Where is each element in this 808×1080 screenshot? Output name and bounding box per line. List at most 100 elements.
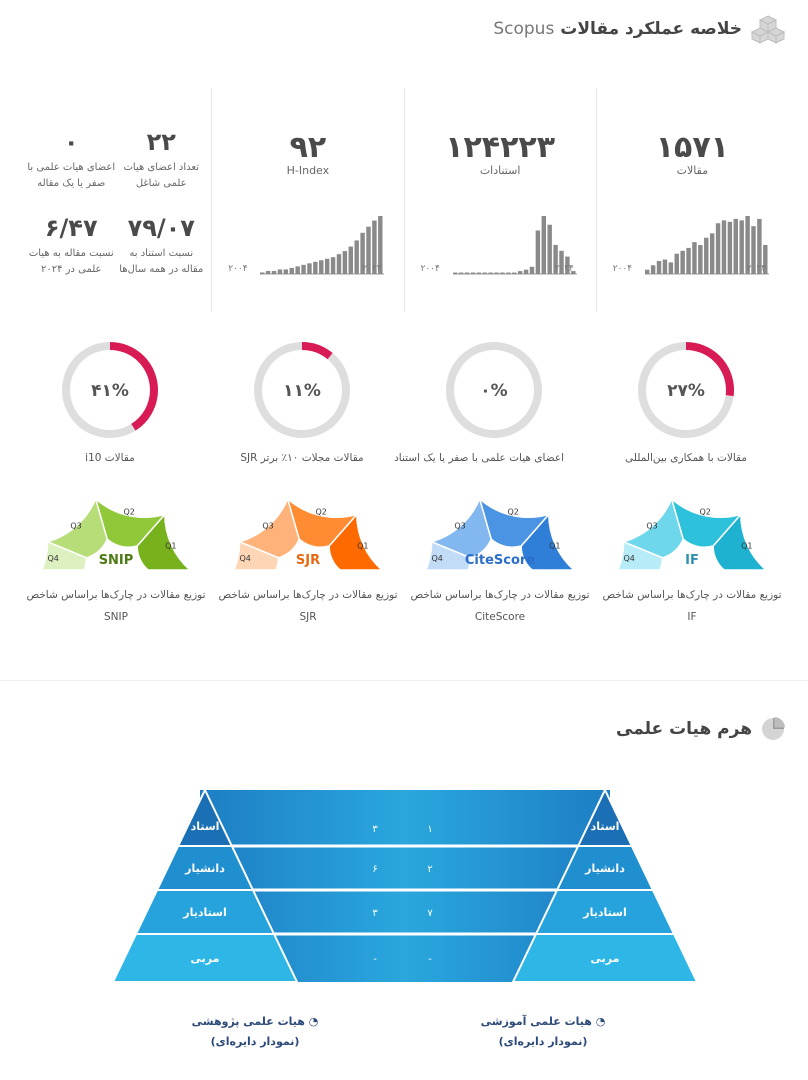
- citation-ratio-value: ۷۹/۰۷: [127, 214, 195, 242]
- mini-chart-bar: [733, 218, 738, 274]
- mini-chart-bar: [337, 254, 342, 274]
- quartile-caption-line1: توزیع مقالات در چارک‌ها براساس شاخص IF: [602, 589, 782, 623]
- gauge-value: ۰%: [480, 381, 507, 401]
- gauge-label: مقالات با همکاری بین‌المللی: [624, 452, 747, 464]
- pyramid-rank-label: مربی: [591, 952, 620, 965]
- quartile-caption-line1: توزیع مقالات در چارک‌ها براساس شاخص: [218, 589, 398, 601]
- gauge-ring: ۲۷%: [638, 342, 734, 438]
- gauge-label: اعضای هیات علمی با صفر یا یک استناد: [394, 452, 564, 464]
- stat-faculty: ۲۲ تعداد اعضای هیات علمی شاغل ۰ اعضای هی…: [20, 88, 211, 312]
- mini-chart-bar: [482, 272, 487, 274]
- quartile-label-q3: Q3: [454, 521, 465, 530]
- mini-chart-bar: [289, 267, 295, 274]
- quartile-donut: Q1 Q2 Q3 Q4 CiteScore: [425, 496, 575, 571]
- mini-chart-bar: [727, 221, 732, 274]
- article-ratio-value: ۶/۴۷: [44, 214, 98, 242]
- stat-citations: ۱۲۴۲۲۳ استنادات ۲۰۰۴ ۲۰۲۴: [403, 88, 596, 312]
- mini-chart-bar: [470, 272, 475, 274]
- stat-articles: ۱۵۷۱ مقالات ۲۰۰۴ ۲۰۲۴: [595, 88, 788, 312]
- quartile-segment-q4: [41, 540, 88, 571]
- scopus-section-title: خلاصه عملکرد مقالات Scopus: [493, 14, 786, 44]
- quartile-caption-line2: CiteScore: [474, 611, 526, 623]
- gauge-0: ۲۷% مقالات با همکاری بین‌المللی: [616, 338, 756, 464]
- mini-chart-bar: [487, 272, 493, 274]
- mini-chart-bar: [745, 216, 750, 274]
- quartile-segment-q4: [233, 540, 280, 571]
- section-divider: [0, 680, 808, 681]
- mini-chart-bar: [272, 270, 277, 274]
- faculty-members-value: ۲۲: [146, 128, 176, 156]
- mini-chart-bar: [458, 272, 463, 274]
- pyramid-bar-background: [200, 790, 610, 994]
- article-ratio: ۶/۴۷ نسبت مقاله به هیات علمی در ۲۰۲۴: [27, 214, 115, 278]
- mini-chart-bar: [535, 230, 540, 274]
- pyramid-teaching-value: ۷: [427, 908, 433, 919]
- gauge-1: ۰% اعضای هیات علمی با صفر یا یک استناد: [394, 338, 564, 464]
- quartile-label-q4: Q4: [431, 554, 442, 563]
- citations-value: ۱۲۴۲۲۳: [445, 130, 556, 165]
- quartile-label-q2: Q2: [315, 507, 326, 516]
- mini-chart-bar: [325, 258, 330, 274]
- quartile-index-name: SJR: [296, 553, 320, 568]
- articles-label: مقالات: [676, 164, 709, 177]
- mini-chart-bar: [546, 224, 552, 274]
- quartile-caption-line2: SJR: [299, 611, 317, 623]
- legend-research-icon: ◔: [308, 1015, 319, 1028]
- quartile-caption-line1: توزیع مقالات در چارک‌ها براساس شاخص: [26, 589, 206, 601]
- gauge-value: ۲۷%: [667, 381, 705, 401]
- pyramid-left: استاد دانشیار استادیار مربی: [111, 787, 299, 983]
- gauge-label: مقالات i10: [85, 452, 135, 464]
- article-ratio-label: نسبت مقاله به هیات علمی در ۲۰۲۴: [28, 248, 114, 275]
- hindex-axis-end: ۲۰۲۴: [362, 264, 382, 274]
- mini-chart-bar: [697, 245, 703, 274]
- mini-chart-bar: [505, 272, 511, 274]
- cubes-icon: [750, 15, 786, 44]
- citations-mini-chart: [452, 216, 577, 275]
- mini-chart-bar: [529, 266, 534, 274]
- quartile-caption-line1: توزیع مقالات در چارک‌ها براساس شاخص: [410, 589, 590, 601]
- mini-chart-bar: [266, 270, 271, 274]
- mini-chart-bar: [715, 223, 721, 274]
- mini-chart-bar: [307, 263, 312, 274]
- quartile-label-q4: Q4: [239, 554, 250, 563]
- gauge-label: مقالات مجلات ۱۰٪ برتر SJR: [240, 452, 364, 464]
- pyramid-research-value: -: [373, 954, 377, 965]
- legend-research[interactable]: ◔ هیات علمی پژوهشی (نمودار دایره‌ای): [190, 1012, 320, 1052]
- pie-chart-icon: [762, 717, 785, 740]
- pyramid-section-title: هرم هیات علمی: [616, 716, 786, 742]
- mini-chart-bar: [523, 269, 528, 274]
- mini-chart-bar: [541, 216, 546, 274]
- quartile-label-q3: Q3: [646, 521, 657, 530]
- mini-chart-bar: [301, 264, 307, 274]
- gauge-3: ۴۱% مقالات i10: [40, 338, 180, 464]
- faculty-zero-label: اعضای هیات علمی با صفر یا یک مقاله: [27, 162, 116, 189]
- faculty-zero-value: ۰: [63, 128, 79, 156]
- quartile-label-q4: Q4: [47, 554, 58, 563]
- pyramid-rows: ۳ ۱ ۶ ۲ ۳ ۷ - -: [110, 824, 700, 996]
- legend-teaching[interactable]: ◔ هیات علمی آموزشی (نمودار دایره‌ای): [478, 1012, 608, 1052]
- mini-chart-bar: [331, 257, 336, 274]
- mini-chart-bar: [674, 253, 679, 274]
- gauge-fill: [638, 342, 734, 438]
- pyramid-title: هرم هیات علمی: [616, 719, 752, 739]
- quartile-label-q1: Q1: [357, 542, 368, 551]
- mini-chart-bar: [372, 220, 377, 274]
- scopus-title: خلاصه عملکرد مقالات Scopus: [493, 19, 742, 39]
- quartile-label-q3: Q3: [70, 521, 81, 530]
- mini-chart-bar: [319, 260, 324, 274]
- quartile-donut: Q1 Q2 Q3 Q4 SJR: [233, 496, 383, 571]
- quartile-caption: توزیع مقالات در چارک‌ها براساس شاخص IF: [597, 584, 787, 628]
- gauge-value: ۴۱%: [91, 381, 129, 401]
- mini-chart-bar: [277, 269, 283, 274]
- articles-mini-chart: [644, 216, 769, 275]
- legend-research-sub: (نمودار دایره‌ای): [210, 1035, 300, 1048]
- mini-chart-bar: [517, 271, 522, 274]
- mini-chart-bar: [751, 226, 756, 274]
- mini-chart-bar: [668, 262, 673, 274]
- pyramid-rank-label: دانشیار: [584, 862, 625, 875]
- mini-chart-bar: [552, 245, 558, 274]
- quartile-caption: توزیع مقالات در چارک‌ها براساس شاخص CiteS…: [405, 584, 595, 628]
- gauge-fill: [254, 342, 350, 438]
- quartile-donut: Q1 Q2 Q3 Q4 SNIP: [41, 496, 191, 571]
